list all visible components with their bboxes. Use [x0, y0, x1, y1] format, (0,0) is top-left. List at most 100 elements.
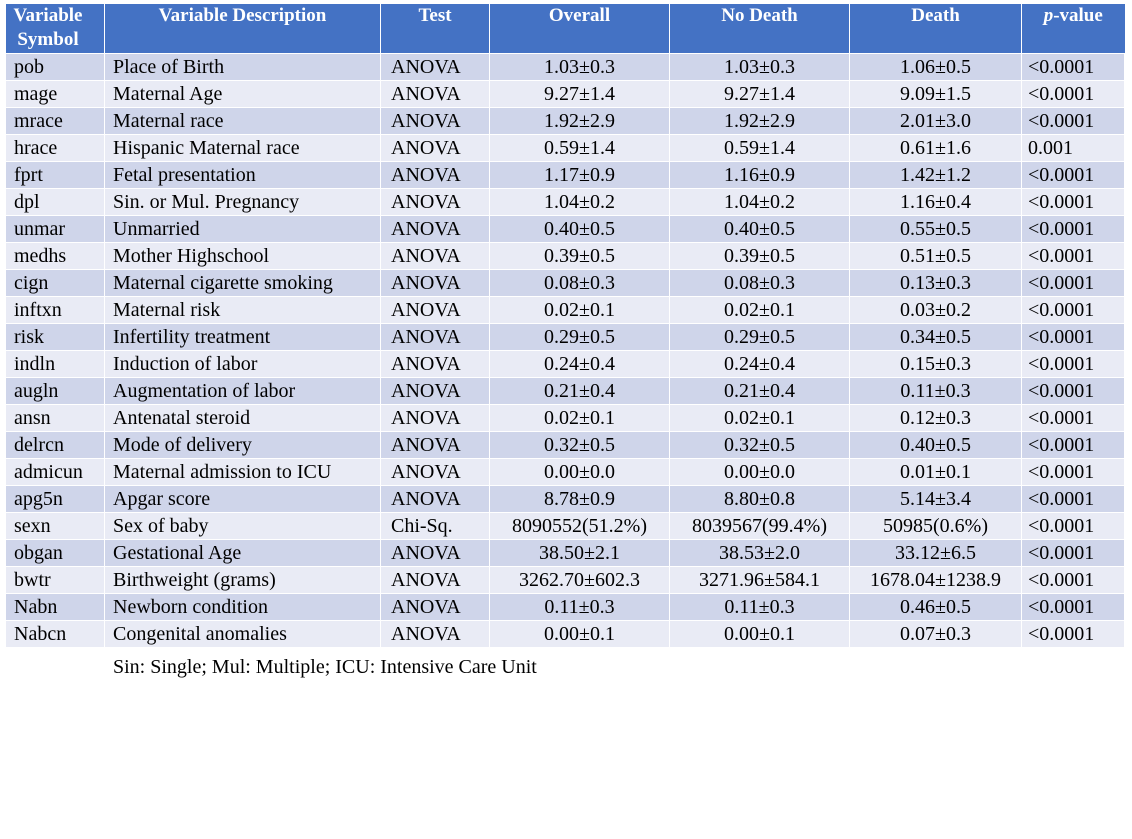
- cell-description: Gestational Age: [104, 539, 381, 567]
- cell-test: ANOVA: [380, 404, 490, 432]
- cell-symbol: mrace: [5, 107, 105, 135]
- cell-overall: 0.24±0.4: [489, 350, 670, 378]
- cell-description: Maternal race: [104, 107, 381, 135]
- cell-description: Augmentation of labor: [104, 377, 381, 405]
- cell-death: 0.03±0.2: [849, 296, 1022, 324]
- cell-test: ANOVA: [380, 53, 490, 81]
- table-row: bwtr Birthweight (grams) ANOVA 3262.70±602.…: [5, 566, 1125, 594]
- cell-no-death: 8039567(99.4%): [669, 512, 850, 540]
- cell-overall: 0.21±0.4: [489, 377, 670, 405]
- cell-p-value: <0.0001: [1021, 566, 1125, 594]
- cell-test: ANOVA: [380, 593, 490, 621]
- cell-p-value: <0.0001: [1021, 188, 1125, 216]
- cell-overall: 0.39±0.5: [489, 242, 670, 270]
- cell-p-value: <0.0001: [1021, 242, 1125, 270]
- cell-p-value: <0.0001: [1021, 80, 1125, 108]
- cell-p-value: <0.0001: [1021, 485, 1125, 513]
- cell-test: ANOVA: [380, 215, 490, 243]
- table-row: delrcn Mode of delivery ANOVA 0.32±0.5 0.32±…: [5, 431, 1125, 459]
- cell-description: Apgar score: [104, 485, 381, 513]
- cell-p-value: <0.0001: [1021, 377, 1125, 405]
- cell-no-death: 0.02±0.1: [669, 404, 850, 432]
- cell-p-value: <0.0001: [1021, 323, 1125, 351]
- cell-p-value: <0.0001: [1021, 107, 1125, 135]
- cell-p-value: <0.0001: [1021, 512, 1125, 540]
- cell-description: Birthweight (grams): [104, 566, 381, 594]
- cell-p-value: 0.001: [1021, 134, 1125, 162]
- cell-death: 0.11±0.3: [849, 377, 1022, 405]
- cell-test: ANOVA: [380, 323, 490, 351]
- cell-p-value: <0.0001: [1021, 269, 1125, 297]
- cell-overall: 0.59±1.4: [489, 134, 670, 162]
- cell-no-death: 0.11±0.3: [669, 593, 850, 621]
- cell-p-value: <0.0001: [1021, 53, 1125, 81]
- cell-death: 0.61±1.6: [849, 134, 1022, 162]
- cell-description: Mother Highschool: [104, 242, 381, 270]
- cell-description: Antenatal steroid: [104, 404, 381, 432]
- cell-description: Fetal presentation: [104, 161, 381, 189]
- cell-description: Maternal Age: [104, 80, 381, 108]
- cell-symbol: Nabn: [5, 593, 105, 621]
- cell-p-value: <0.0001: [1021, 350, 1125, 378]
- cell-overall: 9.27±1.4: [489, 80, 670, 108]
- table-row: medhs Mother Highschool ANOVA 0.39±0.5 0.39±…: [5, 242, 1125, 270]
- cell-description: Maternal risk: [104, 296, 381, 324]
- cell-symbol: cign: [5, 269, 105, 297]
- cell-test: ANOVA: [380, 161, 490, 189]
- cell-test: ANOVA: [380, 620, 490, 648]
- cell-overall: 1.92±2.9: [489, 107, 670, 135]
- cell-p-value: <0.0001: [1021, 296, 1125, 324]
- cell-description: Maternal cigarette smoking: [104, 269, 381, 297]
- cell-overall: 38.50±2.1: [489, 539, 670, 567]
- header-variable-symbol: Variable Symbol: [5, 4, 105, 54]
- cell-death: 0.15±0.3: [849, 350, 1022, 378]
- table-footnote: Sin: Single; Mul: Multiple; ICU: Intensi…: [113, 656, 537, 678]
- cell-symbol: mage: [5, 80, 105, 108]
- header-death: Death: [849, 4, 1022, 54]
- cell-test: Chi-Sq.: [380, 512, 490, 540]
- cell-test: ANOVA: [380, 269, 490, 297]
- table-row: hrace Hispanic Maternal race ANOVA 0.59±1.4…: [5, 134, 1125, 162]
- cell-test: ANOVA: [380, 431, 490, 459]
- cell-death: 0.55±0.5: [849, 215, 1022, 243]
- cell-description: Congenital anomalies: [104, 620, 381, 648]
- cell-symbol: apg5n: [5, 485, 105, 513]
- cell-death: 1.16±0.4: [849, 188, 1022, 216]
- table-row: unmar Unmarried ANOVA 0.40±0.5 0.40±0.5 0.55±…: [5, 215, 1125, 243]
- cell-description: Infertility treatment: [104, 323, 381, 351]
- cell-no-death: 0.59±1.4: [669, 134, 850, 162]
- cell-no-death: 0.29±0.5: [669, 323, 850, 351]
- cell-overall: 0.08±0.3: [489, 269, 670, 297]
- table-row: Nabcn Congenital anomalies ANOVA 0.00±0.1 0.…: [5, 620, 1125, 648]
- cell-p-value: <0.0001: [1021, 404, 1125, 432]
- table-row: indln Induction of labor ANOVA 0.24±0.4 0.24…: [5, 350, 1125, 378]
- cell-death: 50985(0.6%): [849, 512, 1022, 540]
- cell-no-death: 0.08±0.3: [669, 269, 850, 297]
- cell-description: Place of Birth: [104, 53, 381, 81]
- cell-p-value: <0.0001: [1021, 620, 1125, 648]
- table-row: augln Augmentation of labor ANOVA 0.21±0.4 0…: [5, 377, 1125, 405]
- cell-symbol: bwtr: [5, 566, 105, 594]
- cell-test: ANOVA: [380, 539, 490, 567]
- cell-overall: 1.04±0.2: [489, 188, 670, 216]
- cell-symbol: hrace: [5, 134, 105, 162]
- cell-symbol: Nabcn: [5, 620, 105, 648]
- cell-overall: 3262.70±602.3: [489, 566, 670, 594]
- cell-death: 0.40±0.5: [849, 431, 1022, 459]
- cell-overall: 8.78±0.9: [489, 485, 670, 513]
- cell-no-death: 0.00±0.1: [669, 620, 850, 648]
- table-row: mrace Maternal race ANOVA 1.92±2.9 1.92±2.9 2…: [5, 107, 1125, 135]
- cell-no-death: 1.16±0.9: [669, 161, 850, 189]
- header-no-death: No Death: [669, 4, 850, 54]
- cell-symbol: pob: [5, 53, 105, 81]
- cell-no-death: 38.53±2.0: [669, 539, 850, 567]
- cell-death: 2.01±3.0: [849, 107, 1022, 135]
- cell-overall: 0.00±0.1: [489, 620, 670, 648]
- cell-overall: 1.17±0.9: [489, 161, 670, 189]
- cell-death: 0.01±0.1: [849, 458, 1022, 486]
- cell-symbol: augln: [5, 377, 105, 405]
- cell-test: ANOVA: [380, 242, 490, 270]
- cell-description: Sin. or Mul. Pregnancy: [104, 188, 381, 216]
- cell-death: 0.12±0.3: [849, 404, 1022, 432]
- cell-overall: 0.29±0.5: [489, 323, 670, 351]
